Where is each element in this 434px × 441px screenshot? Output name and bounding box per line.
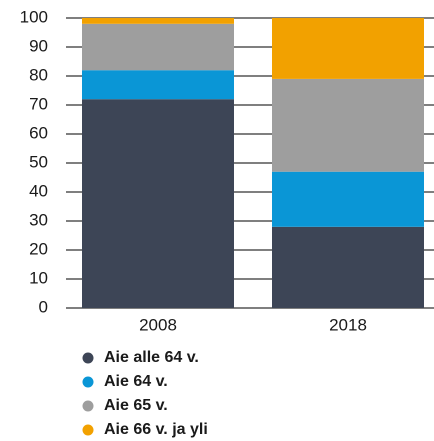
- legend-marker: [82, 376, 94, 388]
- x-tick-label: 2018: [329, 315, 367, 334]
- y-tick-label: 40: [29, 181, 48, 200]
- bar-segment: [82, 99, 234, 308]
- legend-label: Aie 64 v.: [104, 373, 168, 390]
- bar-segment: [272, 18, 424, 79]
- legend-marker: [82, 400, 94, 412]
- bar-segment: [272, 226, 424, 308]
- y-tick-label: 60: [29, 123, 48, 142]
- legend-marker: [82, 352, 94, 364]
- legend-marker: [82, 424, 94, 436]
- y-tick-label: 50: [29, 152, 48, 171]
- bar-segment: [82, 23, 234, 71]
- y-tick-label: 20: [29, 239, 48, 258]
- legend-label: Aie 65 v.: [104, 397, 168, 414]
- bar-segment: [82, 18, 234, 24]
- legend-label: Aie alle 64 v.: [104, 349, 199, 366]
- y-tick-label: 80: [29, 65, 48, 84]
- y-tick-label: 70: [29, 94, 48, 113]
- legend-label: Aie 66 v. ja yli: [104, 421, 208, 438]
- y-tick-label: 30: [29, 210, 48, 229]
- y-tick-label: 0: [39, 297, 48, 316]
- bar-segment: [272, 78, 424, 172]
- y-tick-label: 90: [29, 36, 48, 55]
- x-tick-label: 2008: [139, 315, 177, 334]
- bar-segment: [82, 70, 234, 100]
- y-tick-label: 10: [29, 268, 48, 287]
- y-tick-label: 100: [20, 7, 48, 26]
- bar-segment: [272, 171, 424, 227]
